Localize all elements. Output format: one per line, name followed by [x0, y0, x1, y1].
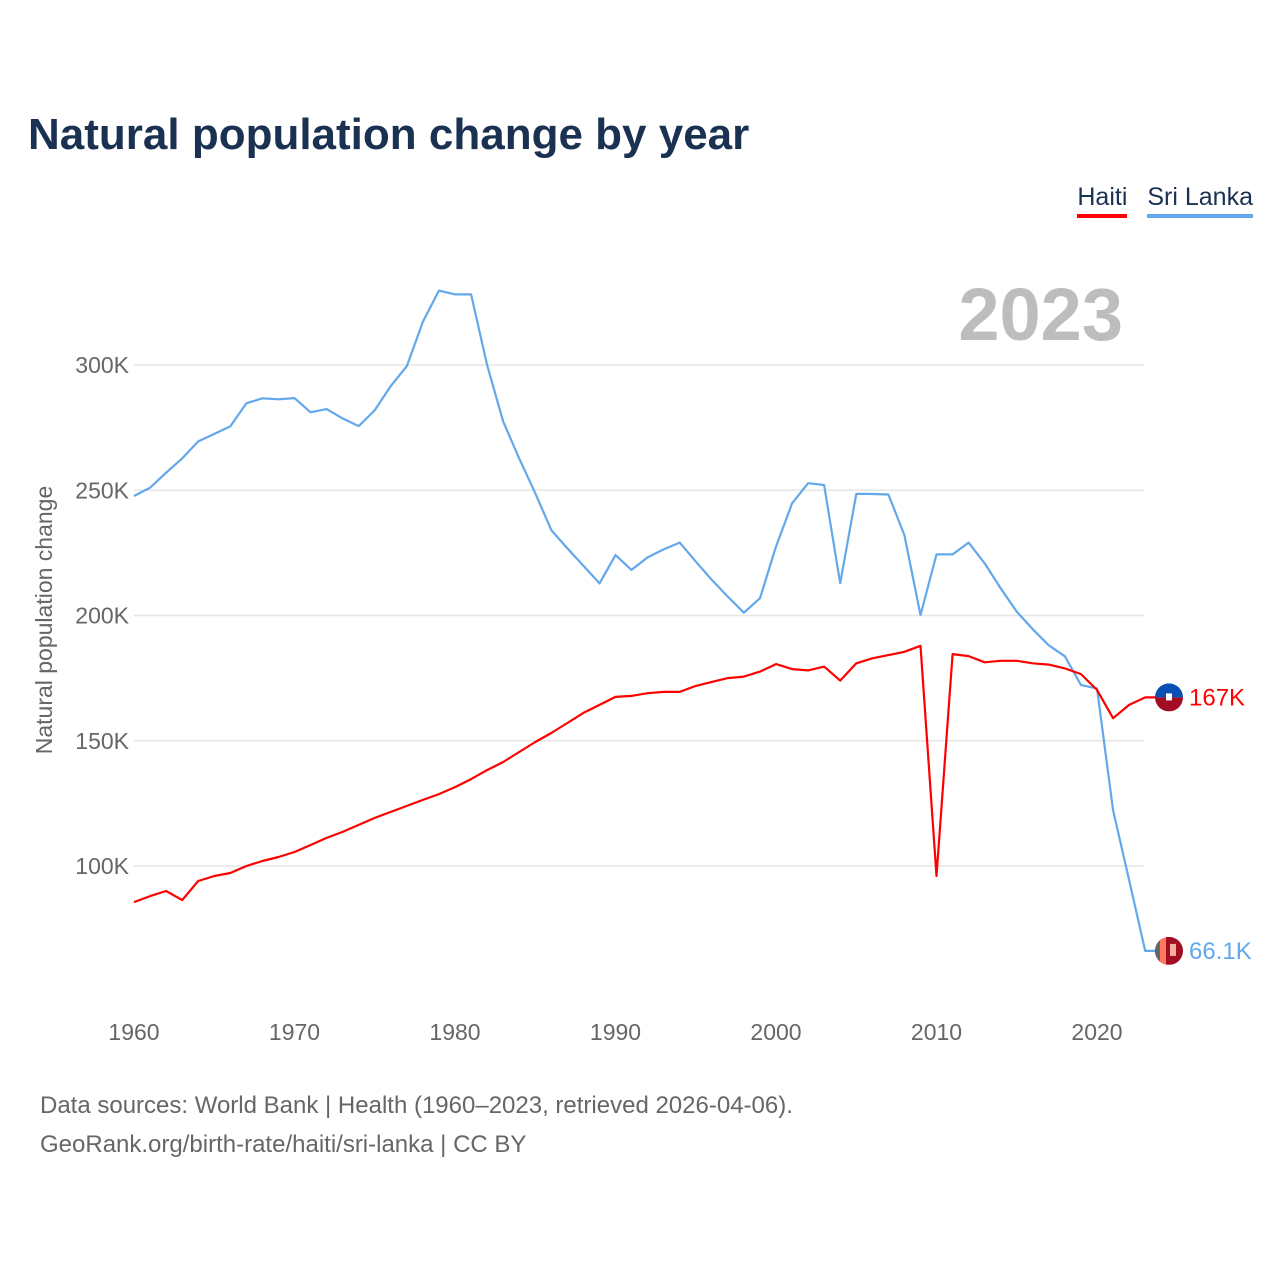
y-tick-label: 150K	[75, 728, 129, 754]
y-tick-label: 250K	[75, 477, 129, 503]
legend-item-sri-lanka[interactable]: Sri Lanka	[1147, 183, 1253, 218]
footer: Data sources: World Bank | Health (1960–…	[40, 1086, 793, 1164]
attribution-link[interactable]: GeoRank.org/birth-rate/haiti/sri-lanka |…	[40, 1131, 527, 1158]
x-tick-label: 1970	[269, 1019, 320, 1045]
data-source-text: Data sources: World Bank | Health (1960–…	[40, 1092, 793, 1119]
series-line-haiti[interactable]	[133, 644, 1158, 904]
y-tick-label: 100K	[75, 853, 129, 879]
year-overlay: 2023	[958, 273, 1123, 356]
flag-icon-haiti	[1155, 683, 1183, 712]
x-tick-label: 2000	[750, 1019, 801, 1045]
x-tick-label: 2020	[1071, 1019, 1122, 1045]
y-axis-label: Natural population change	[31, 486, 57, 755]
chart-title: Natural population change by year	[28, 110, 750, 159]
x-tick-label: 1980	[429, 1019, 480, 1045]
flag-icon-sri-lanka	[1155, 936, 1183, 965]
legend-item-haiti[interactable]: Haiti	[1077, 183, 1128, 218]
end-value-label-haiti: 167K	[1189, 684, 1245, 711]
x-tick-label: 1960	[108, 1019, 159, 1045]
x-tick-label: 1990	[590, 1019, 641, 1045]
y-tick-label: 300K	[75, 352, 129, 378]
series-line-sri-lanka[interactable]	[133, 289, 1158, 953]
y-tick-label: 200K	[75, 603, 129, 629]
x-tick-label: 2010	[911, 1019, 962, 1045]
legend: Haiti Sri Lanka	[1077, 183, 1253, 218]
end-value-label-sri-lanka: 66.1K	[1189, 938, 1252, 965]
